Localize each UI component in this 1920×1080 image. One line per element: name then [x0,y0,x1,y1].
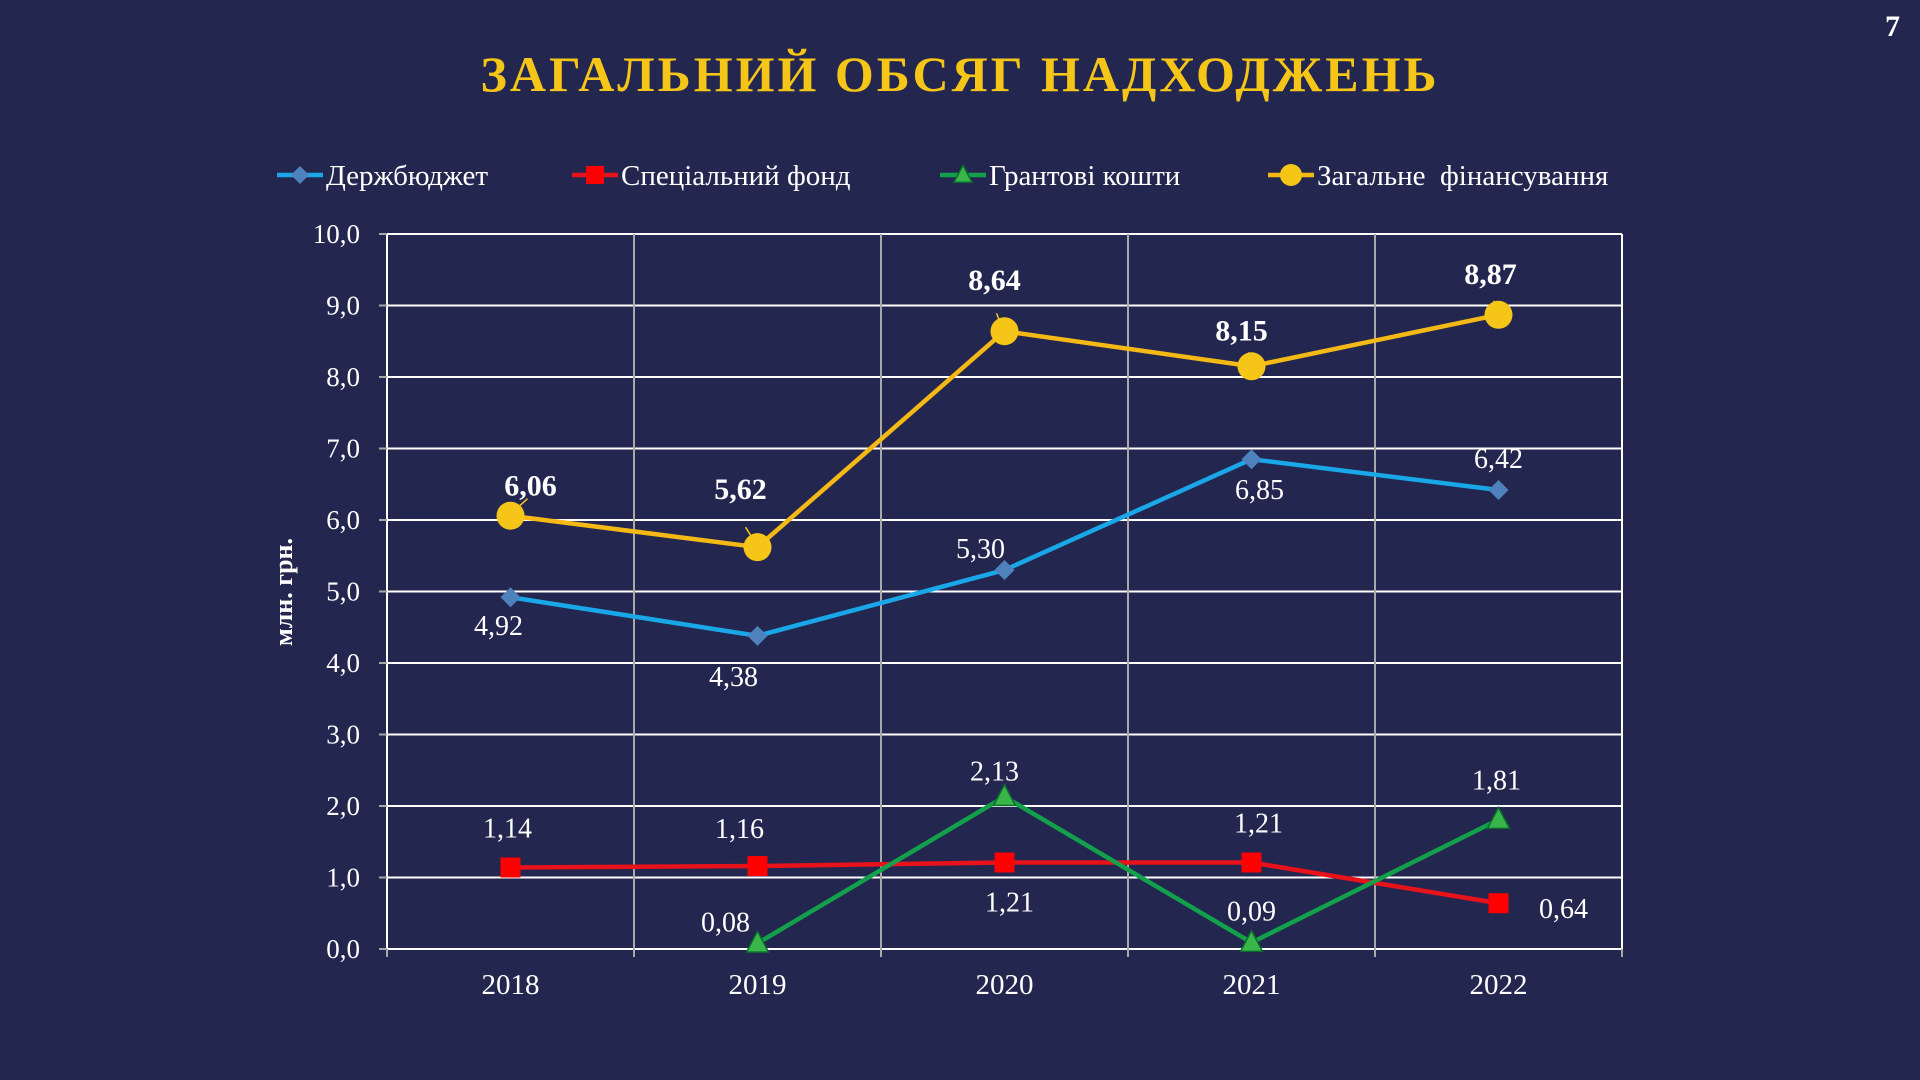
y-axis-label: млн. грн. [269,538,298,646]
data-label: 0,64 [1539,894,1588,925]
series-layer [496,300,1513,953]
label-leader-line [515,498,529,510]
data-labels-layer: 4,92 4,38 5,30 6,85 6,42 1,14 1,16 1,21 1,21 0,64… [474,258,1588,938]
data-label: 6,06 [504,470,557,503]
data-point [1239,928,1264,953]
y-tick-label: 5,0 [326,577,360,607]
data-label: 0,08 [701,907,750,938]
data-point [992,782,1017,807]
data-label: 5,30 [956,534,1005,565]
label-leader-line [1492,300,1498,308]
page-number: 7 [1885,10,1900,43]
data-point [1237,352,1266,381]
x-tick-label: 2020 [976,969,1034,1001]
data-label: 0,09 [1227,897,1276,928]
legend-marker [291,166,309,184]
legend-label: Спеціальний фонд [621,160,851,192]
legend-label: Грантові кошти [989,160,1180,192]
chart-grid [379,233,1623,957]
data-point [1486,805,1511,830]
data-point [990,317,1019,346]
data-label: 1,21 [985,887,1034,918]
label-leader-line [744,526,754,539]
data-label: 1,21 [1234,808,1283,839]
data-label: 8,87 [1464,258,1517,291]
data-point [1484,300,1513,329]
y-tick-label: 1,0 [326,863,360,893]
x-tick-label: 2022 [1470,969,1528,1001]
y-tick-label: 3,0 [326,720,360,750]
data-label: 8,15 [1215,314,1268,347]
data-point [1241,449,1262,470]
data-label: 6,85 [1235,475,1284,506]
data-point [747,625,768,646]
data-point [747,856,768,877]
y-tick-label: 7,0 [326,434,360,464]
data-point [1488,479,1509,500]
data-point [994,560,1015,581]
data-point [1241,852,1262,873]
y-tick-label: 2,0 [326,791,360,821]
x-tick-label: 2019 [729,969,787,1001]
x-axis-ticks: 2018 2019 2020 2021 2022 [482,969,1528,1001]
y-axis-ticks: 0,0 1,0 2,0 3,0 4,0 5,0 6,0 7,0 8,0 9,0 10,0 [313,219,360,964]
data-label: 5,62 [714,473,767,506]
data-label: 1,14 [483,813,532,844]
data-point [1488,893,1509,914]
legend-marker [586,166,604,184]
y-tick-label: 4,0 [326,648,360,678]
data-label: 2,13 [970,757,1019,788]
data-point [500,857,521,878]
x-tick-label: 2021 [1223,969,1281,1001]
series-line [756,794,1500,946]
data-label: 1,81 [1472,766,1521,797]
y-tick-label: 0,0 [326,934,360,964]
slide-title: ЗАГАЛЬНИЙ ОБСЯГ НАДХОДЖЕНЬ [480,46,1440,102]
label-leader-line [995,312,1002,324]
x-tick-label: 2018 [482,969,540,1001]
y-tick-label: 6,0 [326,505,360,535]
y-tick-label: 8,0 [326,362,360,392]
data-label: 4,38 [709,662,758,693]
data-point [743,533,772,562]
chart-legend: Держбюджет Спеціальний фонд Грантові кошти… [277,160,1608,192]
data-label: 4,92 [474,611,523,642]
data-point [500,587,521,608]
y-tick-label: 9,0 [326,291,360,321]
label-leader-line [1247,351,1253,359]
data-point [994,852,1015,873]
data-label: 1,16 [715,814,764,845]
data-label: 6,42 [1474,444,1523,475]
data-point [745,929,770,953]
data-label: 8,64 [968,264,1021,297]
legend-marker [952,163,974,183]
legend-marker [1280,164,1302,186]
series-line [510,312,1499,550]
legend-label: Загальне фінансування [1317,160,1608,192]
legend-label: Держбюджет [326,160,488,192]
y-tick-label: 10,0 [313,219,360,249]
